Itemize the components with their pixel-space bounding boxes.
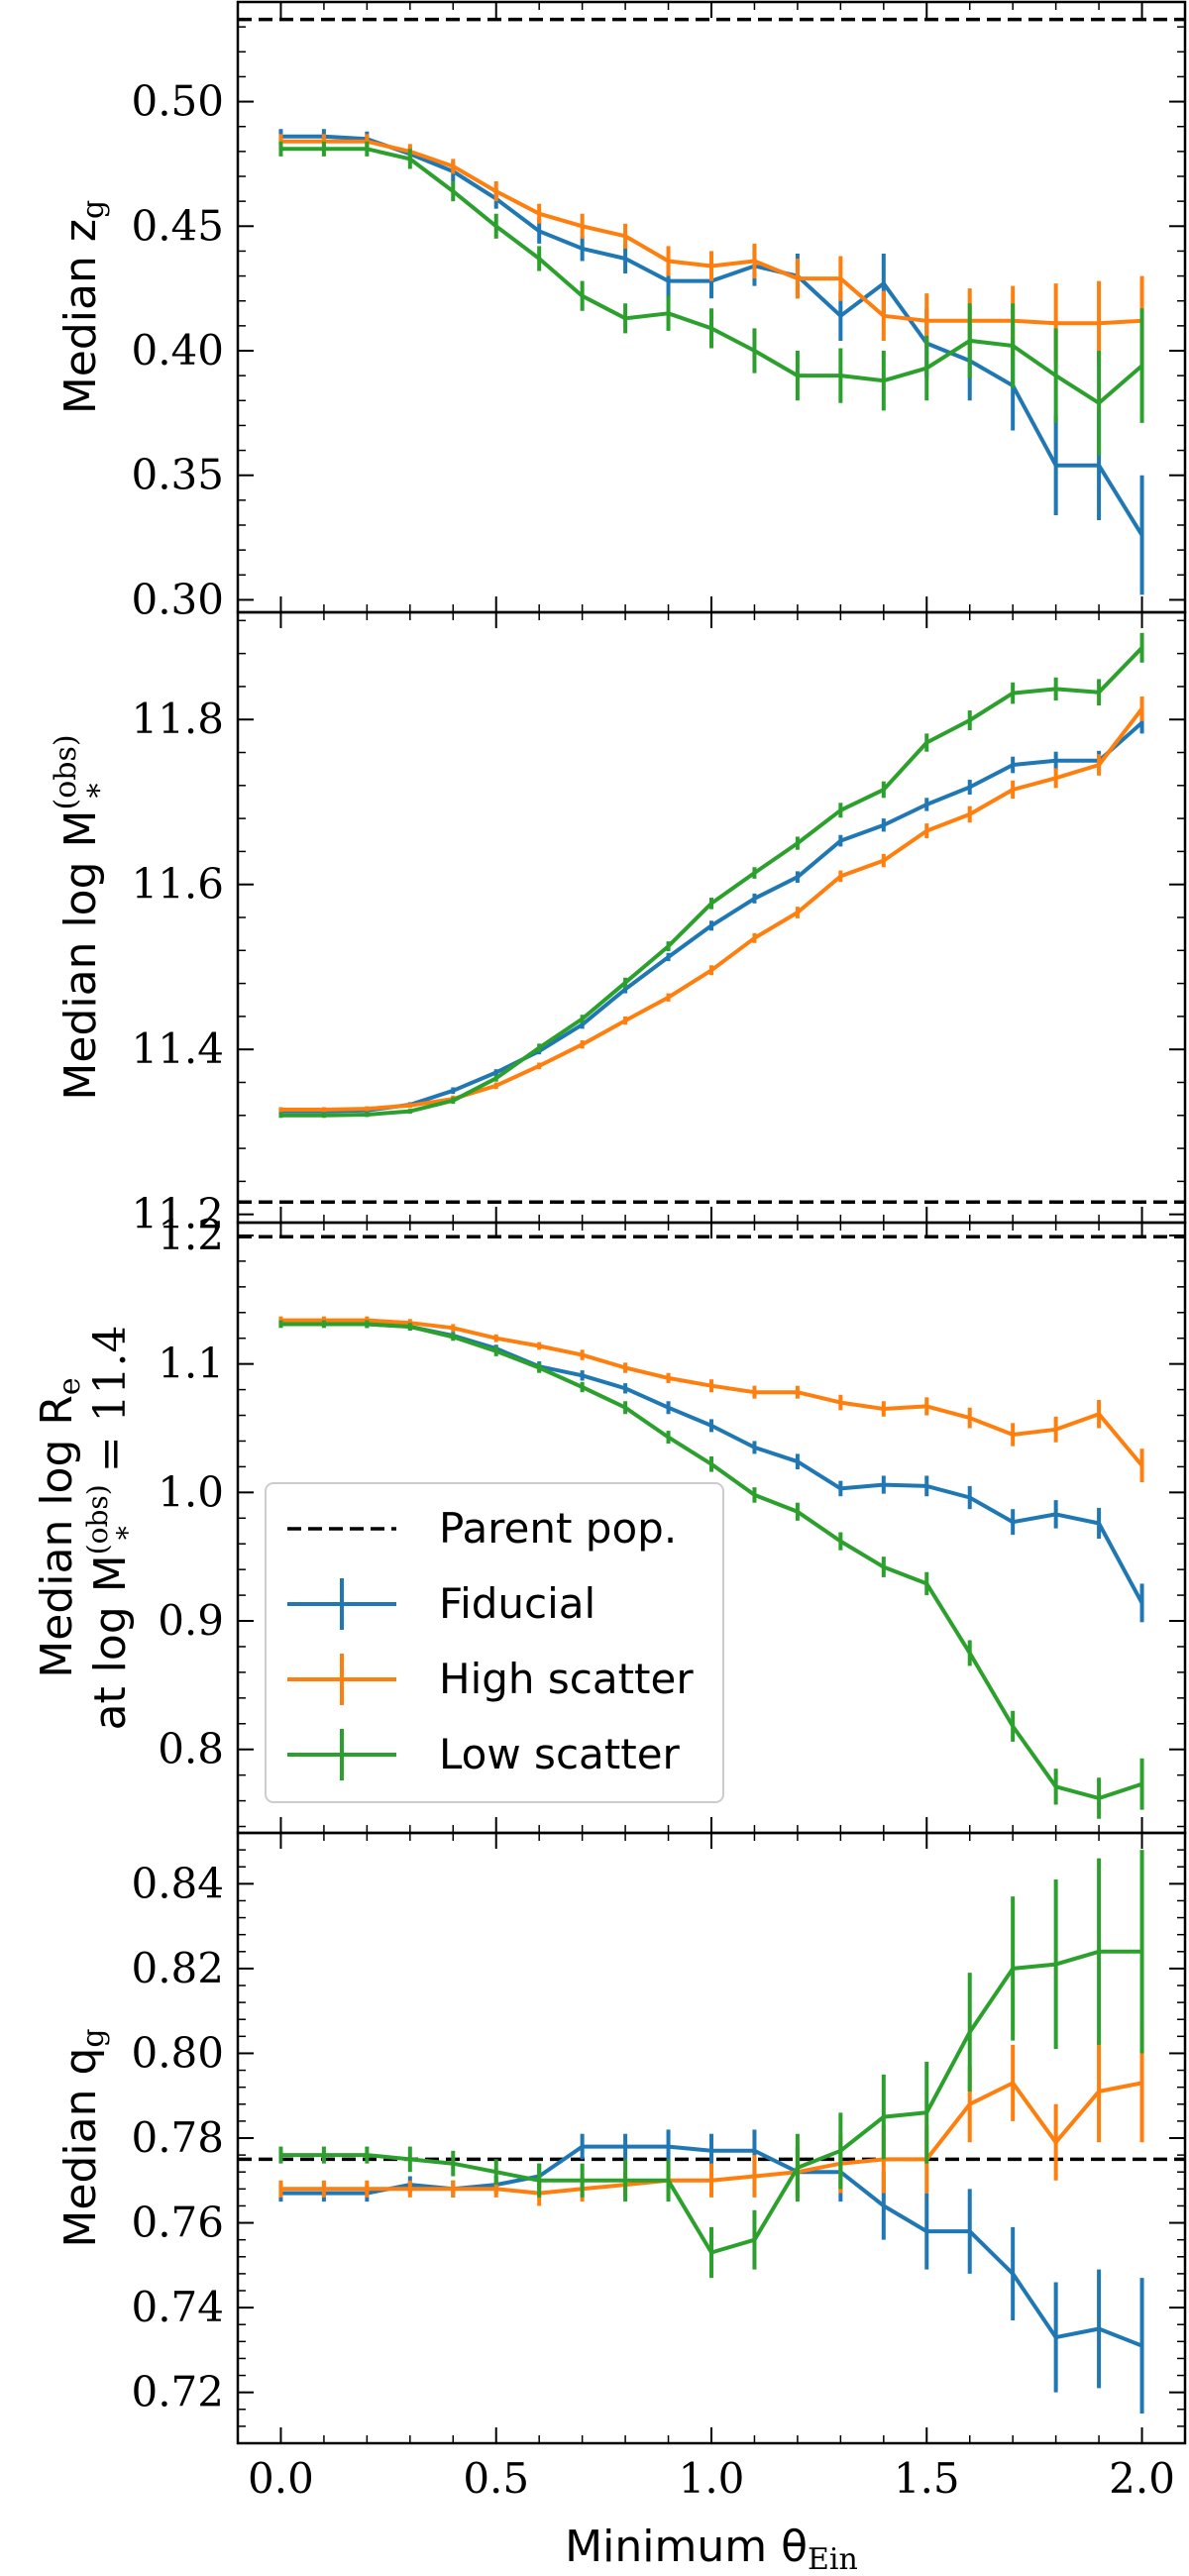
legend-label: Low scatter bbox=[439, 1730, 681, 1778]
x-tick-label: 1.0 bbox=[679, 2454, 745, 2503]
series-low-scatter bbox=[278, 141, 1144, 456]
legend-box bbox=[265, 1482, 724, 1803]
y-axis-label: Median zg bbox=[55, 200, 111, 414]
y-tick-label: 1.0 bbox=[158, 1467, 224, 1516]
y-axis-label: Median log M(obs)* bbox=[49, 734, 117, 1100]
y-tick-label: 11.4 bbox=[131, 1024, 224, 1073]
y-tick-label: 0.9 bbox=[158, 1596, 224, 1645]
legend-entry: Low scatter bbox=[287, 1729, 681, 1780]
y-tick-label: 11.2 bbox=[131, 1190, 224, 1238]
y-tick-label: 0.76 bbox=[131, 2199, 224, 2247]
series-low-scatter bbox=[278, 1850, 1144, 2279]
y-tick-label: 0.30 bbox=[131, 575, 224, 623]
legend-label: High scatter bbox=[439, 1655, 694, 1703]
axes-frame bbox=[236, 0, 1187, 614]
y-tick-label: 0.78 bbox=[131, 2113, 224, 2162]
y-tick-label: 0.80 bbox=[131, 2028, 224, 2077]
legend-label: Parent pop. bbox=[439, 1504, 677, 1553]
axes-frame bbox=[236, 610, 1187, 1225]
x-tick-label: 2.0 bbox=[1109, 2454, 1175, 2503]
panel-2: 11.2 11.4 11.6 11.8 Median log M(obs)* bbox=[49, 610, 1187, 1238]
y-tick-label: 0.45 bbox=[131, 201, 224, 250]
x-tick-label: 0.0 bbox=[248, 2454, 314, 2503]
y-tick-label: 0.50 bbox=[131, 77, 224, 126]
y-tick-label: 0.74 bbox=[131, 2283, 224, 2331]
y-tick-label: 1.2 bbox=[158, 1211, 224, 1259]
y-tick-label: 0.82 bbox=[131, 1944, 224, 1992]
legend-entry: High scatter bbox=[287, 1654, 694, 1705]
panel-1: 0.30 0.35 0.40 0.45 0.50 Median zg bbox=[55, 0, 1187, 623]
series-high-scatter bbox=[278, 696, 1144, 1113]
y-axis-label-line2: at log M(obs)* = 11.4 bbox=[81, 1325, 144, 1730]
y-tick-label: 0.72 bbox=[131, 2368, 224, 2416]
y-tick-label: 11.6 bbox=[131, 860, 224, 909]
y-axis-label: Median log Re bbox=[32, 1377, 87, 1677]
series-line bbox=[280, 646, 1143, 1118]
x-tick-label: 0.5 bbox=[463, 2454, 529, 2503]
y-tick-label: 0.8 bbox=[158, 1725, 224, 1773]
y-tick-label: 0.40 bbox=[131, 326, 224, 375]
legend-label: Fiducial bbox=[439, 1579, 595, 1628]
legend: Parent pop. Fiducial High scatter Low scatt… bbox=[265, 1482, 724, 1803]
x-tick-label: 1.5 bbox=[894, 2454, 960, 2503]
y-tick-label: 0.84 bbox=[131, 1859, 224, 1907]
legend-entry: Parent pop. bbox=[287, 1504, 677, 1553]
series-fiducial bbox=[278, 711, 1144, 1115]
y-tick-label: 0.35 bbox=[131, 451, 224, 499]
legend-entry: Fiducial bbox=[287, 1578, 595, 1630]
y-axis-label: Median qg bbox=[55, 2028, 111, 2247]
series-low-scatter bbox=[278, 1320, 1144, 1819]
y-tick-label: 11.8 bbox=[131, 695, 224, 743]
series-low-scatter bbox=[278, 632, 1144, 1119]
y-tick-label: 1.1 bbox=[158, 1340, 224, 1388]
x-axis-label: Minimum θEin bbox=[565, 2522, 858, 2576]
panel-4: 0.72 0.74 0.76 0.78 0.80 0.82 0.84 Median qg bbox=[55, 1831, 1187, 2445]
